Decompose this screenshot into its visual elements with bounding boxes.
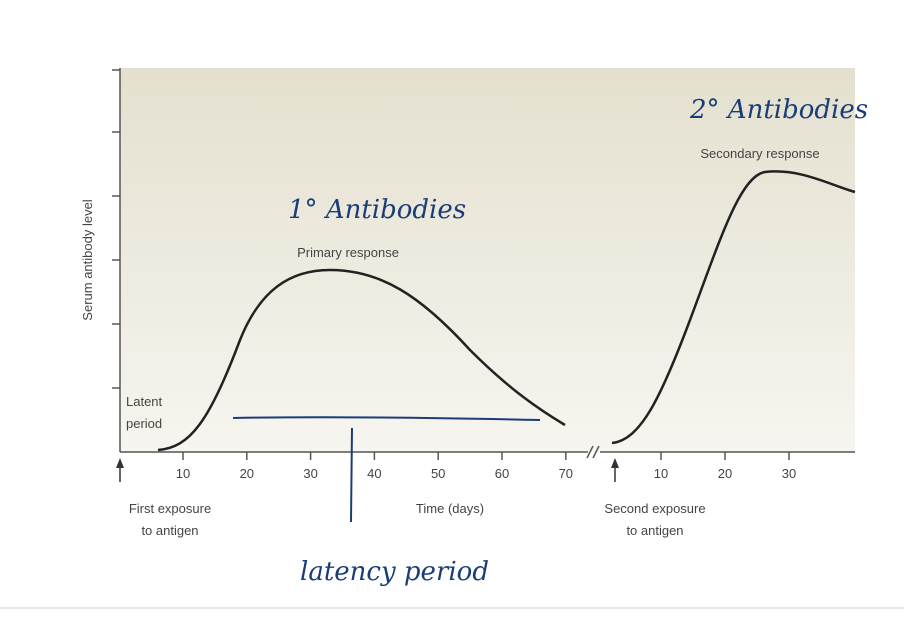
- x-tick-label: 20: [718, 466, 732, 481]
- primary-label: Primary response: [297, 245, 399, 260]
- x-axis-label: Time (days): [416, 501, 484, 516]
- x-tick-label: 40: [367, 466, 381, 481]
- second-exposure: to antigen: [626, 523, 683, 538]
- handwritten-lines: [232, 416, 541, 523]
- tick-labels: 10 20 30 40 50 60 70 10 20 30: [176, 452, 796, 481]
- secondary-curve: [611, 170, 856, 445]
- first-exposure: First exposure: [129, 501, 211, 516]
- x-tick-label: 50: [431, 466, 445, 481]
- x-tick-label: 10: [654, 466, 668, 481]
- handwritten-note: 2° Antibodies: [689, 95, 868, 125]
- second-exposure: Second exposure: [604, 501, 705, 516]
- x-tick-label: 30: [782, 466, 796, 481]
- latent-label: period: [126, 416, 162, 431]
- latent-label: Latent: [126, 394, 163, 409]
- y-axis-label: Serum antibody level: [80, 199, 95, 321]
- handwritten-note: latency period: [300, 557, 489, 587]
- primary-curve: [157, 268, 566, 452]
- arrows: [116, 458, 619, 482]
- x-tick-label: 20: [240, 466, 254, 481]
- secondary-label: Secondary response: [700, 146, 819, 161]
- x-tick-label: 70: [559, 466, 573, 481]
- x-tick-label: 60: [495, 466, 509, 481]
- handwritten-note: 1° Antibodies: [288, 195, 466, 225]
- x-tick-label: 10: [176, 466, 190, 481]
- first-exposure: to antigen: [141, 523, 198, 538]
- axes: [112, 68, 855, 459]
- x-tick-label: 30: [303, 466, 317, 481]
- plot-background: [120, 68, 855, 452]
